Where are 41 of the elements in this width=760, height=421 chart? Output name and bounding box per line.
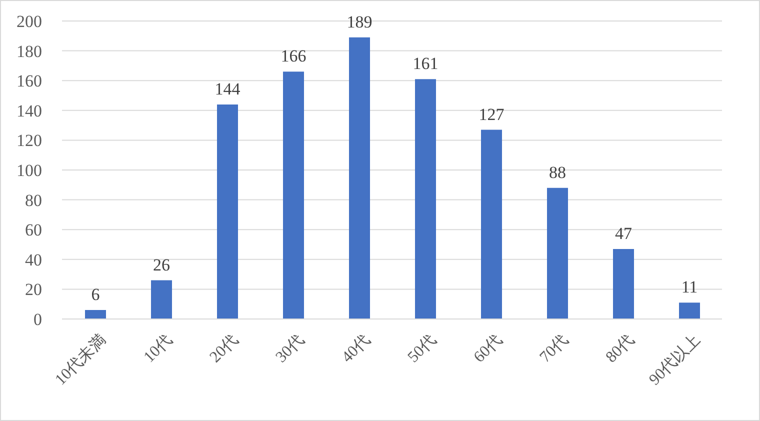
bar <box>85 310 106 319</box>
data-label: 144 <box>214 79 241 98</box>
x-tick-label: 90代以上 <box>646 330 704 389</box>
data-label: 127 <box>478 104 505 124</box>
bar <box>481 130 502 319</box>
y-tick-label: 120 <box>16 131 42 150</box>
data-label: 189 <box>346 12 372 32</box>
y-tick-label: 200 <box>16 12 42 32</box>
x-tick-label: 20代 <box>206 331 242 366</box>
bar <box>613 248 634 319</box>
bar <box>415 79 436 319</box>
bar <box>679 302 700 319</box>
data-label: 88 <box>549 162 566 182</box>
y-tick-label: 160 <box>16 72 42 91</box>
x-tick-label: 60代 <box>470 331 506 366</box>
y-tick-label: 0 <box>34 310 42 330</box>
x-tick-label: 80代 <box>602 331 638 366</box>
x-tick-label: 10代未満 <box>52 330 110 389</box>
bar <box>349 37 370 319</box>
x-tick-label: 70代 <box>536 331 572 366</box>
bar <box>217 104 238 319</box>
data-label: 47 <box>615 224 632 243</box>
y-tick-label: 60 <box>25 220 42 240</box>
x-tick-label: 30代 <box>272 331 308 366</box>
y-tick-label: 80 <box>25 190 42 210</box>
data-label: 161 <box>412 54 438 74</box>
bar <box>547 188 568 319</box>
x-tick-label: 40代 <box>338 331 374 366</box>
bar <box>283 72 304 319</box>
data-label: 11 <box>681 278 698 297</box>
data-label: 6 <box>91 285 100 304</box>
x-tick-label: 10代 <box>140 331 176 366</box>
bar <box>151 280 172 319</box>
y-tick-label: 20 <box>25 280 42 300</box>
y-tick-label: 100 <box>16 161 42 180</box>
data-label: 26 <box>153 255 170 274</box>
y-tick-label: 180 <box>16 42 42 61</box>
y-tick-label: 140 <box>16 101 42 120</box>
y-tick-label: 40 <box>25 250 42 270</box>
x-tick-label: 50代 <box>404 331 440 366</box>
data-label: 166 <box>280 46 306 66</box>
